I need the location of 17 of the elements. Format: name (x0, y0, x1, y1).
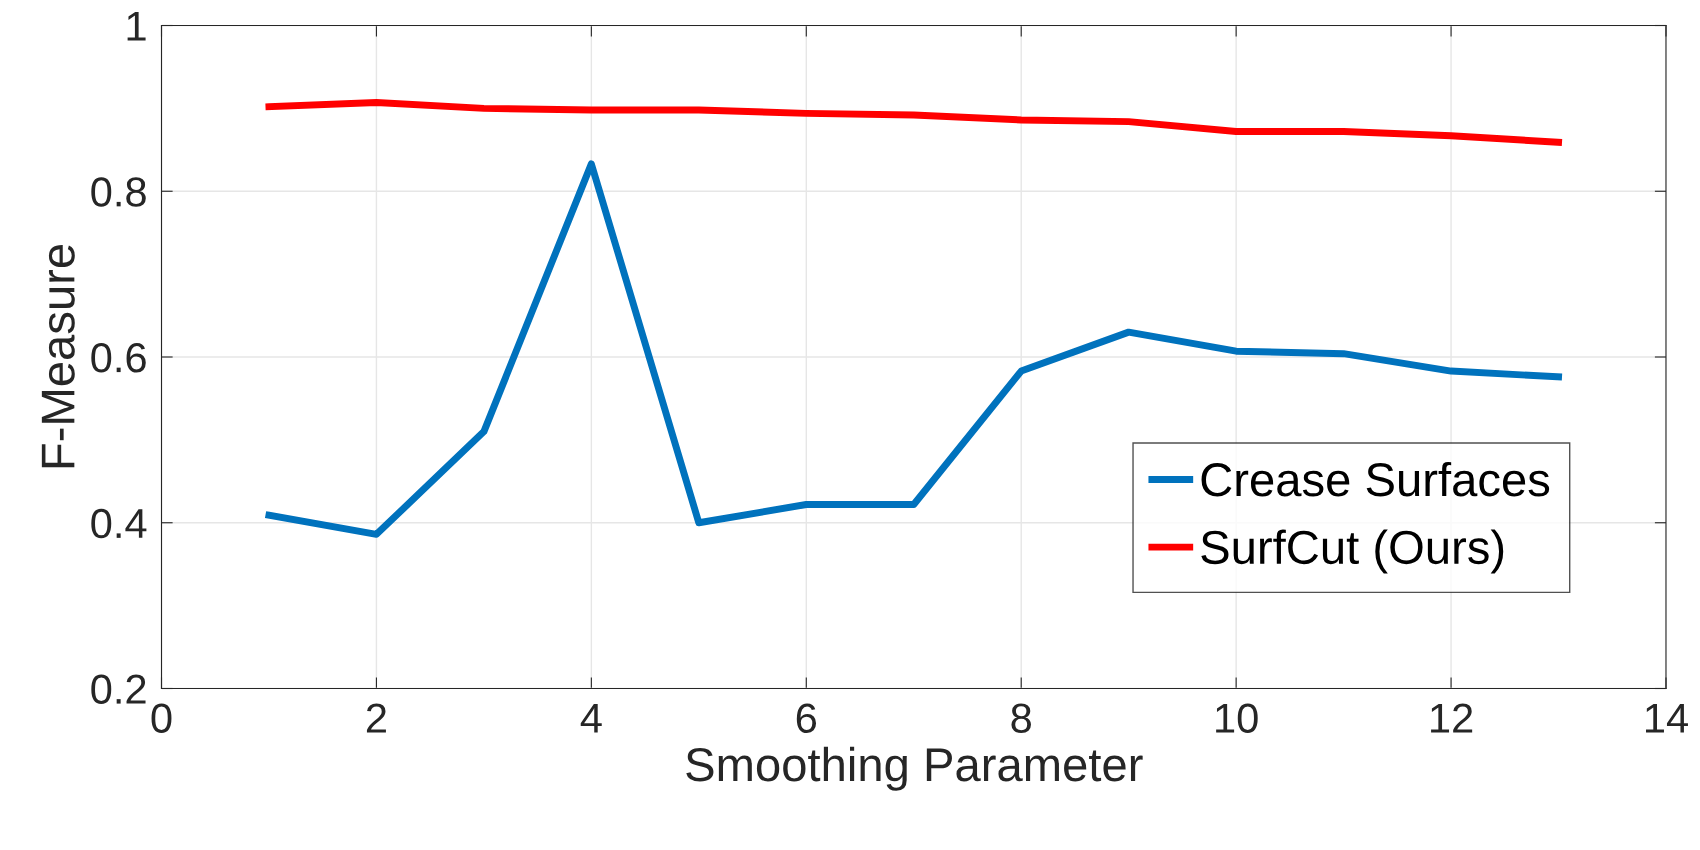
x-tick-label: 14 (1646, 703, 1688, 733)
x-tick-label: 2 (366, 703, 386, 733)
y-tick-label: 0.2 (91, 674, 146, 705)
x-axis-title: Smoothing Parameter (686, 746, 1143, 791)
legend-label: Crease Surfaces (1201, 461, 1550, 497)
y-tick-label: 1 (127, 11, 146, 41)
y-tick-label: 0.8 (91, 177, 146, 207)
y-tick-label: 0.6 (91, 343, 146, 373)
x-tick-label: 10 (1216, 703, 1258, 733)
x-tick-label: 8 (1011, 703, 1031, 733)
x-tick-label: 6 (796, 703, 817, 733)
x-tick-label: 4 (580, 703, 602, 733)
x-tick-label: 0 (151, 703, 172, 733)
y-tick-label: 0.4 (91, 508, 147, 539)
legend-label: SurfCut (Ours) (1201, 529, 1504, 574)
x-tick-label: 12 (1431, 703, 1473, 733)
y-axis-title: F-Measure (41, 244, 75, 468)
